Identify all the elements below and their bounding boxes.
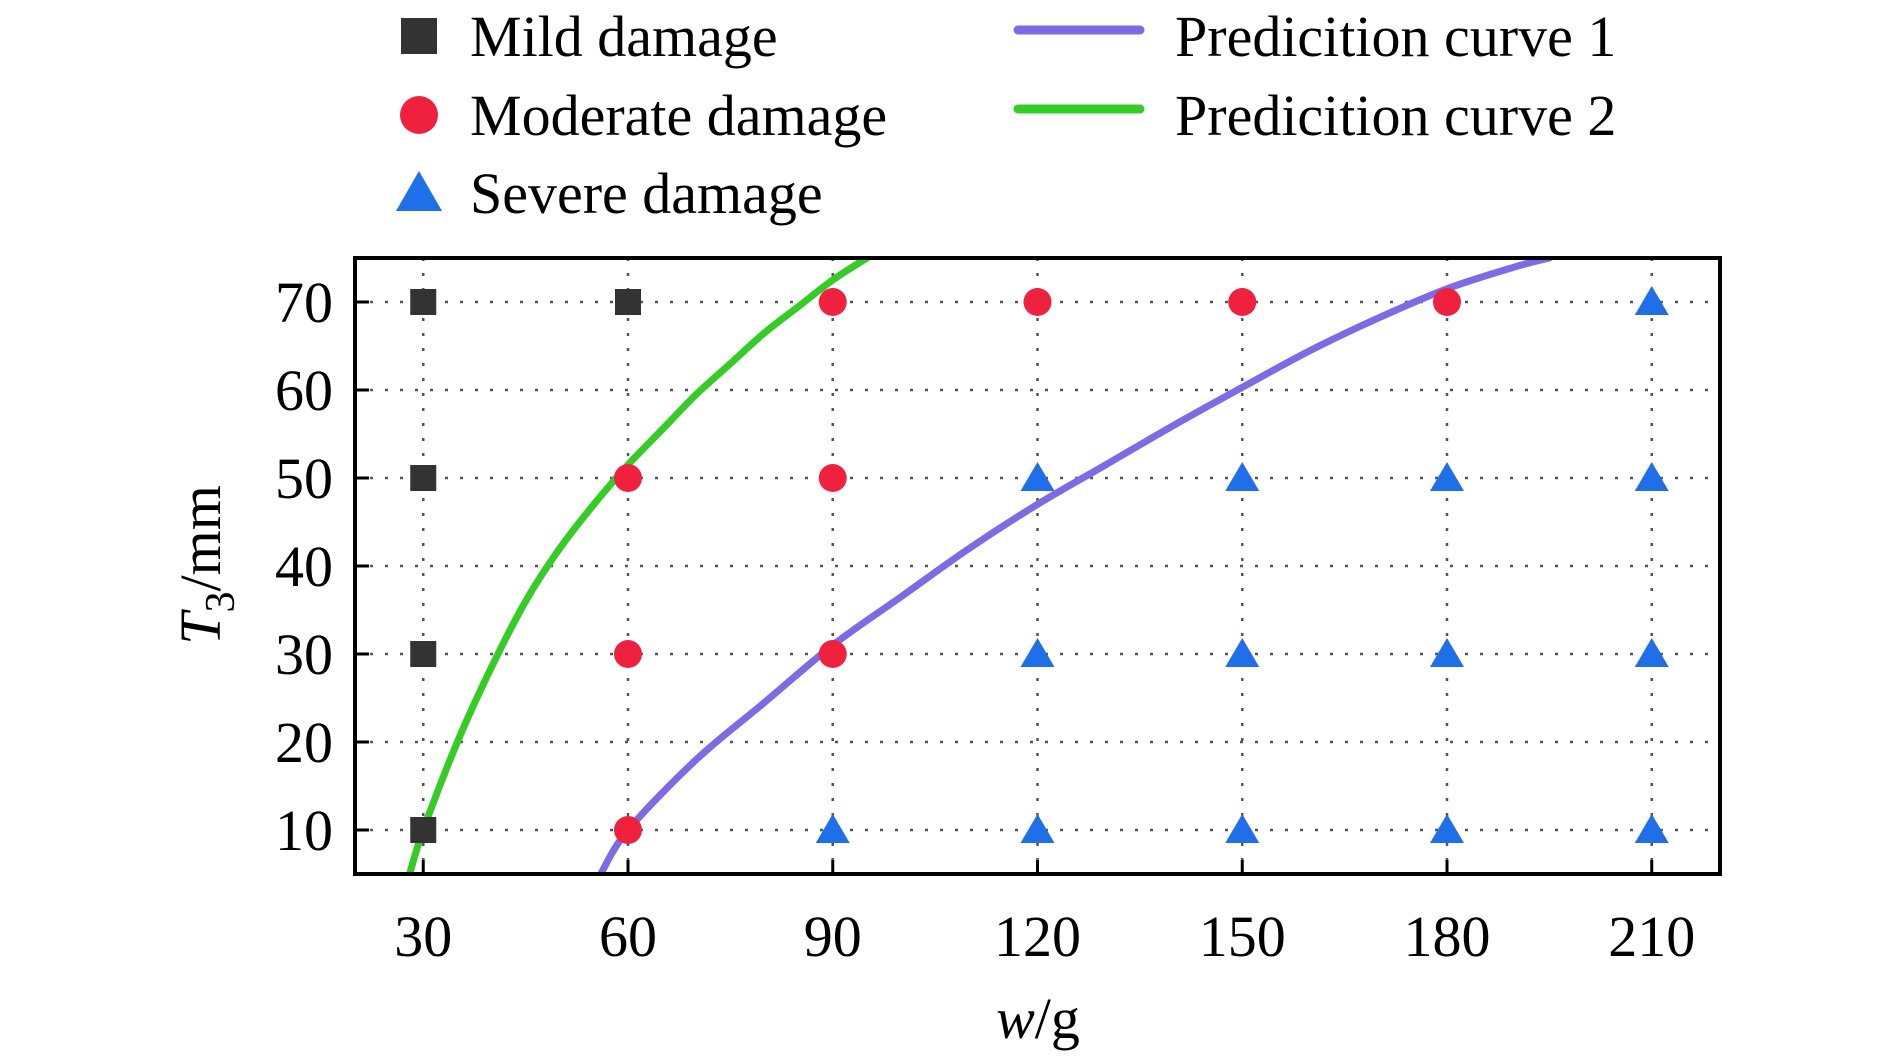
point-triangle-210-30 [1634, 638, 1669, 667]
grid-lines [355, 258, 1720, 874]
y-tick-label-20: 20 [275, 710, 333, 775]
y-tick-label-50: 50 [275, 446, 333, 511]
point-circle-60-50 [614, 464, 642, 492]
legend-label-series-2: Moderate damage [470, 83, 887, 148]
x-tick-label-60: 60 [599, 904, 657, 969]
point-triangle-120-30 [1020, 638, 1055, 667]
point-square-60-70 [615, 289, 641, 315]
point-triangle-90-10 [815, 814, 850, 843]
point-circle-120-70 [1023, 288, 1052, 316]
point-triangle-180-30 [1430, 638, 1464, 667]
point-triangle-120-10 [1020, 814, 1055, 843]
y-tick-label-60: 60 [275, 358, 333, 423]
y-axis-label: T3/mm [168, 485, 244, 645]
point-circle-180-70 [1433, 288, 1461, 316]
point-square-30-10 [410, 817, 437, 843]
legend-marker-square-icon [401, 18, 437, 54]
point-circle-90-70 [818, 288, 847, 316]
point-triangle-150-50 [1225, 462, 1260, 491]
point-square-30-50 [410, 465, 437, 491]
x-axis-label: w/g [996, 986, 1080, 1051]
point-circle-90-30 [818, 640, 847, 668]
legend-label-series-1: Mild damage [470, 4, 778, 69]
point-triangle-210-10 [1634, 814, 1669, 843]
data-points [410, 286, 1669, 844]
legend-label-curve-2: Predicition curve 2 [1175, 83, 1616, 148]
point-circle-60-30 [614, 640, 642, 668]
legend-marker-triangle-icon [396, 171, 442, 211]
y-tick-label-70: 70 [275, 270, 333, 335]
point-triangle-120-50 [1020, 462, 1055, 491]
x-tick-label-150: 150 [1199, 904, 1286, 969]
point-circle-60-10 [614, 816, 642, 844]
point-triangle-150-30 [1225, 638, 1260, 667]
point-triangle-210-50 [1634, 462, 1669, 491]
prediction-curve-2 [406, 258, 871, 874]
point-triangle-150-10 [1225, 814, 1260, 843]
y-tick-label-30: 30 [275, 622, 333, 687]
legend-label-curve-1: Predicition curve 1 [1175, 4, 1616, 69]
legend: Mild damage Moderate damage Severe damage P… [396, 4, 1616, 226]
point-triangle-210-70 [1634, 286, 1669, 315]
prediction-curve-1 [597, 258, 1553, 874]
point-square-30-70 [410, 289, 437, 315]
legend-label-series-3: Severe damage [470, 161, 823, 226]
point-triangle-180-10 [1430, 814, 1464, 843]
point-triangle-180-50 [1430, 462, 1464, 491]
x-tick-label-120: 120 [994, 904, 1081, 969]
x-tick-label-180: 180 [1404, 904, 1491, 969]
y-tick-label-40: 40 [275, 534, 333, 599]
axis-ticks: 30 60 90 120 150 180 210 10 20 30 40 50 60 70 [275, 270, 1695, 969]
point-circle-150-70 [1228, 288, 1257, 316]
legend-marker-circle-icon [400, 96, 438, 134]
x-tick-label-90: 90 [804, 904, 862, 969]
x-tick-label-210: 210 [1608, 904, 1695, 969]
point-circle-90-50 [818, 464, 847, 492]
point-square-30-30 [410, 641, 437, 667]
x-tick-label-30: 30 [394, 904, 452, 969]
y-tick-label-10: 10 [275, 798, 333, 863]
